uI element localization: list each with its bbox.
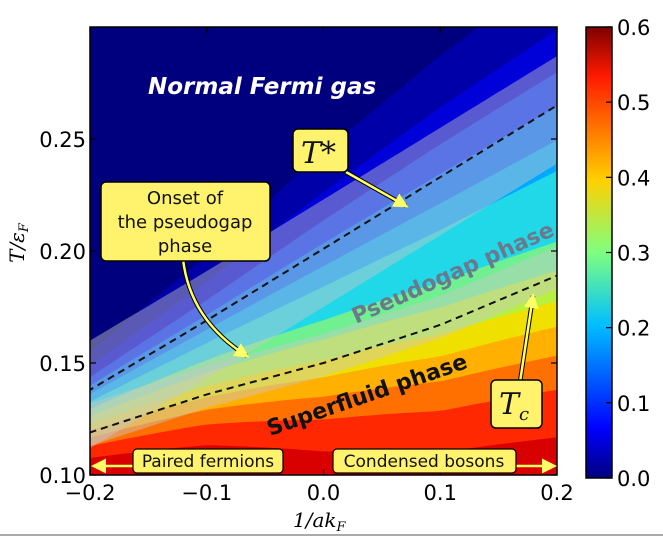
bottom-arrows: Paired fermions Condensed bosons [91,448,557,474]
tc-band [90,246,557,446]
paired-fermions-box [132,448,284,474]
onset-annotation: Onset of the pseudogap phase [100,181,271,358]
tc-annotation: Tc [490,293,543,429]
t-star-box [292,128,349,173]
heatmap-area [90,27,557,475]
condensed-bosons-box [332,448,517,474]
paired-fermions-label: Paired fermions [142,452,274,472]
t-star-curve [90,104,557,392]
tc-box [490,379,543,429]
y-tick-label: 0.10 [39,464,86,488]
colorbar: 0.0 0.1 0.2 0.3 0.4 0.5 0.6 [585,16,650,491]
tc-arrow [518,293,539,383]
condensed-bosons-label: Condensed bosons [344,452,505,472]
colorbar-tick-label: 0.3 [617,242,650,266]
onset-line-2: the pseudogap [118,212,253,233]
x-tick-label: −0.1 [181,481,232,505]
colorbar-tick-label: 0.5 [617,91,650,115]
t-star-band [90,56,557,449]
t-star-label: T* [301,136,336,171]
y-tick-label: 0.15 [39,352,86,376]
x-tick-label: 0.1 [424,481,457,505]
tc-curve [90,274,557,434]
y-axis-ticks: 0.10 0.15 0.20 0.25 [39,128,557,488]
colorbar-tick-label: 0.0 [617,467,650,491]
y-tick-label: 0.20 [39,240,86,264]
x-axis-label: 1/akF [293,508,347,535]
x-tick-label: −0.2 [65,481,116,505]
crossover-bands [90,56,557,449]
colorbar-tick-label: 0.4 [617,166,650,190]
colorbar-tick-label: 0.2 [617,317,650,341]
x-axis-ticks: −0.2 −0.1 0.0 0.1 0.2 [65,27,574,505]
y-tick-label: 0.25 [39,128,86,152]
colorbar-tick-label: 0.1 [617,392,650,416]
onset-box [100,181,271,262]
onset-line-1: Onset of [147,188,224,209]
tc-label: Tc [499,387,529,425]
y-axis-label: T/εF [5,222,32,263]
onset-line-3: phase [158,236,212,257]
t-star-annotation: T* [292,128,409,208]
colorbar-tick-label: 0.6 [617,16,650,40]
x-tick-label: 0.2 [540,481,573,505]
normal-fermi-gas-label: Normal Fermi gas [148,74,376,100]
x-tick-label: 0.0 [307,481,340,505]
colorbar-ticks: 0.0 0.1 0.2 0.3 0.4 0.5 0.6 [606,16,650,491]
heatmap-layers [90,27,557,475]
